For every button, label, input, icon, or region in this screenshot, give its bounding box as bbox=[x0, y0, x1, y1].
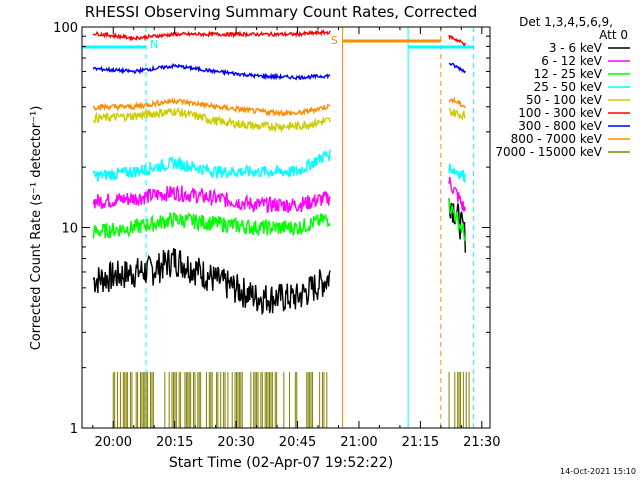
series-8 bbox=[112, 372, 470, 428]
series-line bbox=[92, 149, 331, 182]
y-axis-label: Corrected Count Rate (s⁻¹ detector⁻¹) bbox=[29, 106, 44, 351]
series-line bbox=[92, 97, 331, 118]
x-tick-label: 20:00 bbox=[95, 435, 132, 450]
series-0 bbox=[92, 198, 466, 316]
x-tick-label: 20:15 bbox=[156, 435, 193, 450]
x-tick-label: 21:30 bbox=[463, 435, 500, 450]
legend-label: 3 - 6 keV bbox=[549, 41, 603, 55]
series-line bbox=[92, 184, 331, 214]
night-annotation: N bbox=[150, 38, 158, 51]
series-line bbox=[448, 163, 466, 184]
legend-label: 100 - 300 keV bbox=[518, 106, 602, 120]
y-tick-label: 10 bbox=[61, 222, 78, 237]
series-5 bbox=[92, 28, 466, 46]
series-line bbox=[448, 198, 466, 253]
series-line bbox=[448, 107, 466, 120]
saa-annotation: S bbox=[331, 34, 338, 47]
legend-title-line-1: Det 1,3,4,5,6,9, bbox=[519, 15, 613, 29]
x-tick-label: 21:00 bbox=[340, 435, 377, 450]
series-1 bbox=[92, 176, 466, 214]
series-7 bbox=[92, 96, 466, 118]
series-line bbox=[448, 198, 466, 242]
legend-label: 300 - 800 keV bbox=[518, 119, 602, 133]
legend-title-line-2: Att 0 bbox=[599, 28, 628, 42]
series-6 bbox=[92, 62, 466, 81]
y-tick-label: 1 bbox=[70, 422, 78, 437]
chart-title: RHESSI Observing Summary Count Rates, Co… bbox=[85, 3, 478, 21]
series-4 bbox=[92, 106, 466, 134]
x-axis-label: Start Time (02-Apr-07 19:52:22) bbox=[169, 455, 393, 471]
legend-label: 50 - 100 keV bbox=[526, 93, 603, 107]
series-line bbox=[92, 106, 331, 134]
timestamp: 14-Oct-2021 15:10 bbox=[560, 467, 636, 476]
x-tick-label: 21:15 bbox=[402, 435, 439, 450]
series-line bbox=[448, 96, 466, 109]
x-tick-label: 20:30 bbox=[217, 435, 254, 450]
legend-label: 7000 - 15000 keV bbox=[495, 145, 602, 159]
x-tick-label: 20:45 bbox=[279, 435, 316, 450]
series-2 bbox=[92, 198, 466, 242]
series-line bbox=[448, 176, 466, 212]
legend-label: 25 - 50 keV bbox=[534, 80, 603, 94]
axis-layer: 20:00 20:15 20:30 20:45 21:00 21:15 21:30 1 10 10… bbox=[53, 21, 500, 450]
series-line bbox=[92, 63, 331, 81]
series-line bbox=[92, 28, 331, 42]
series-line bbox=[448, 62, 466, 74]
y-tick-label: 100 bbox=[53, 21, 78, 36]
legend-label: 800 - 7000 keV bbox=[511, 132, 603, 146]
series-3 bbox=[92, 149, 466, 184]
series-line bbox=[92, 211, 331, 239]
series-line bbox=[92, 248, 331, 316]
legend-label: 6 - 12 keV bbox=[541, 54, 603, 68]
series-line bbox=[448, 34, 466, 46]
legend-label: 12 - 25 keV bbox=[534, 67, 603, 81]
